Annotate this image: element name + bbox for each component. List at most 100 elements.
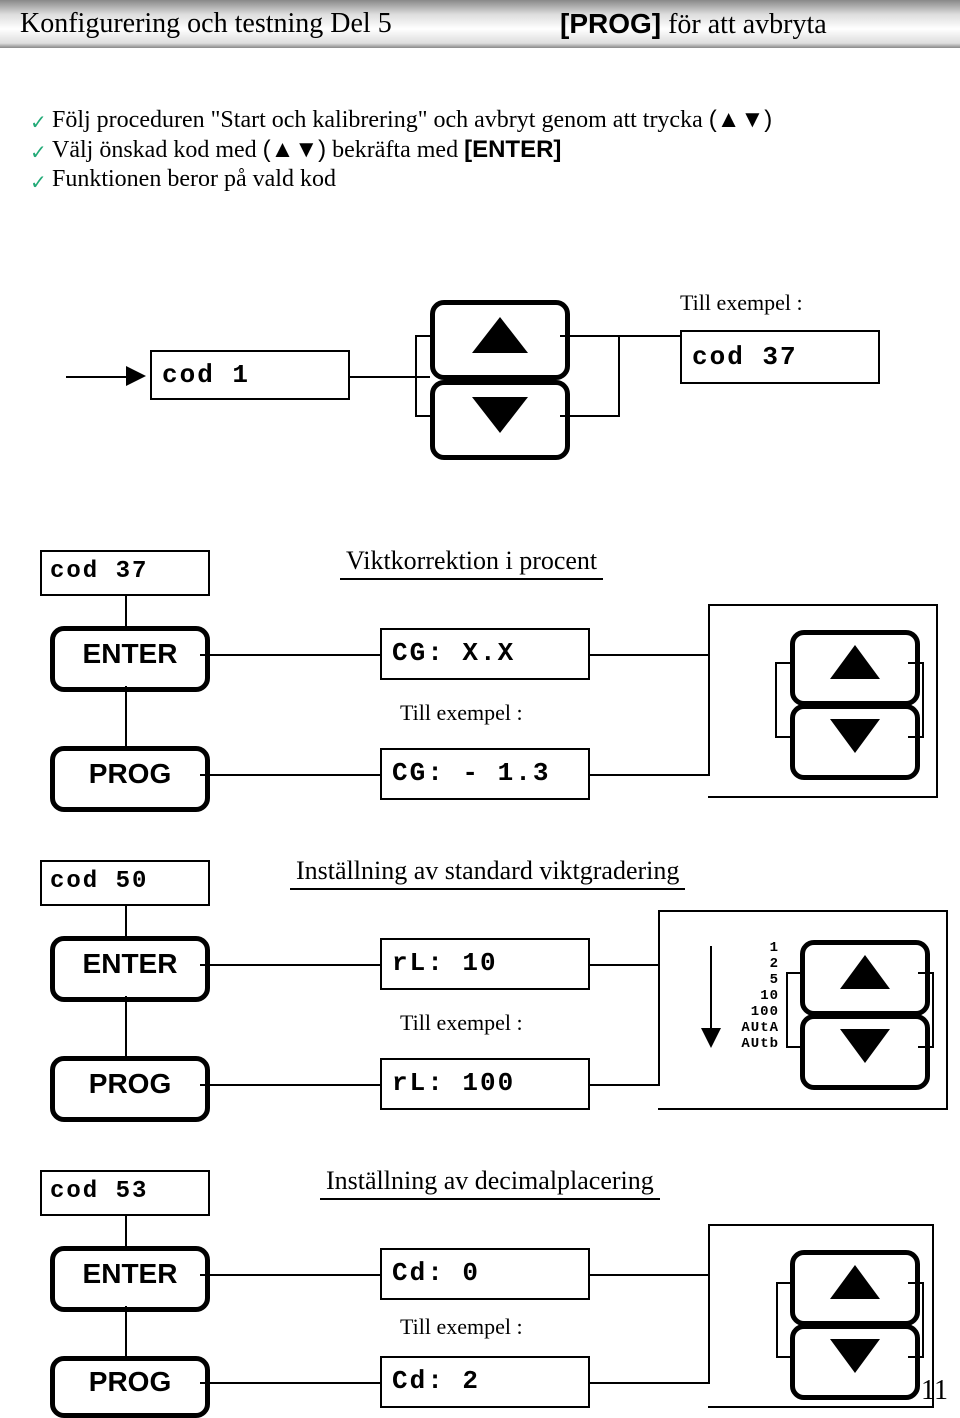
check-icon: ✓	[30, 110, 47, 135]
down-button[interactable]	[790, 1324, 920, 1400]
enter-button[interactable]: ENTER	[50, 626, 210, 692]
down-button[interactable]	[800, 1014, 930, 1090]
connector	[776, 1282, 778, 1358]
section-title-50: Inställning av standard viktgradering	[290, 856, 685, 890]
prog-button[interactable]: PROG	[50, 1356, 210, 1418]
connector	[708, 1224, 710, 1384]
connector	[125, 596, 127, 626]
connector	[918, 972, 934, 974]
display-value: CG: - 1.3	[380, 748, 590, 800]
connector	[658, 910, 660, 1086]
up-button[interactable]	[430, 300, 570, 380]
connector	[776, 1282, 792, 1284]
connector	[908, 1356, 924, 1358]
connector	[200, 1084, 380, 1086]
connector	[658, 1108, 948, 1110]
display-value: Cd: 0	[380, 1248, 590, 1300]
connector	[708, 1224, 934, 1226]
display-code-37: cod 37	[40, 550, 210, 596]
connector	[708, 604, 710, 776]
prog-key-label: [PROG]	[560, 8, 661, 39]
prog-button[interactable]: PROG	[50, 746, 210, 812]
connector	[200, 1382, 380, 1384]
up-button[interactable]	[790, 1250, 920, 1326]
connector	[708, 604, 938, 606]
connector	[125, 996, 127, 1056]
header-title-right: [PROG] för att avbryta	[560, 8, 827, 41]
connector	[776, 1356, 792, 1358]
connector	[936, 604, 938, 798]
up-down-icon: (▲▼)	[709, 106, 773, 133]
connector	[125, 686, 127, 746]
connector	[200, 654, 380, 656]
example-label: Till exempel :	[400, 1010, 523, 1036]
connector	[775, 736, 791, 738]
connector	[125, 1216, 127, 1246]
example-label: Till exempel :	[400, 700, 523, 726]
connector	[908, 1282, 924, 1284]
connector	[590, 1084, 660, 1086]
connector	[918, 1046, 934, 1048]
enter-button[interactable]: ENTER	[50, 1246, 210, 1312]
connector	[786, 1046, 802, 1048]
down-button[interactable]	[790, 704, 920, 780]
options-list: 1 2 5 10 100 AUtA AUtb	[715, 940, 779, 1052]
check-icon: ✓	[30, 140, 47, 165]
connector	[618, 335, 620, 417]
down-button[interactable]	[430, 380, 570, 460]
arrow-down-icon	[701, 1028, 721, 1050]
connector	[415, 415, 435, 417]
connector	[908, 662, 924, 664]
connector	[590, 774, 710, 776]
connector	[708, 1406, 934, 1408]
page-number: 11	[921, 1375, 948, 1407]
connector	[590, 654, 710, 656]
enter-key-label: [ENTER]	[464, 136, 561, 163]
display-code-right: cod 37	[680, 330, 880, 384]
connector	[922, 662, 924, 738]
up-down-icon: (▲▼)	[263, 136, 327, 163]
bullet-2: Välj önskad kod med (▲▼) bekräfta med [E…	[52, 136, 561, 164]
display-value: rL: 100	[380, 1058, 590, 1110]
display-value: CG: X.X	[380, 628, 590, 680]
up-button[interactable]	[790, 630, 920, 706]
enter-button[interactable]: ENTER	[50, 936, 210, 1002]
display-code-left: cod 1	[150, 350, 350, 400]
connector	[200, 1274, 380, 1276]
connector	[350, 376, 430, 378]
header-title-left: Konfigurering och testning Del 5	[20, 8, 392, 40]
header-right-text: för att avbryta	[661, 9, 827, 40]
display-value: Cd: 2	[380, 1356, 590, 1408]
connector	[786, 972, 802, 974]
up-button[interactable]	[800, 940, 930, 1016]
connector	[125, 906, 127, 936]
connector	[775, 662, 777, 738]
connector	[946, 910, 948, 1110]
connector	[560, 415, 620, 417]
connector	[775, 662, 791, 664]
display-code-50: cod 50	[40, 860, 210, 906]
display-code-53: cod 53	[40, 1170, 210, 1216]
section-title-37: Viktkorrektion i procent	[340, 546, 603, 580]
connector	[786, 972, 788, 1048]
arrow-right-icon	[126, 366, 150, 386]
check-icon: ✓	[30, 170, 47, 195]
connector	[415, 335, 417, 417]
connector	[922, 1282, 924, 1358]
connector	[200, 774, 380, 776]
connector	[658, 910, 948, 912]
connector	[590, 964, 660, 966]
connector	[710, 946, 712, 1036]
connector	[590, 1274, 710, 1276]
bullet-3: Funktionen beror på vald kod	[52, 166, 336, 193]
prog-button[interactable]: PROG	[50, 1056, 210, 1122]
bullet-1: Följ proceduren "Start och kalibrering" …	[52, 106, 772, 134]
connector	[932, 972, 934, 1048]
example-label: Till exempel :	[400, 1314, 523, 1340]
connector	[415, 335, 435, 337]
section-title-53: Inställning av decimalplacering	[320, 1166, 660, 1200]
connector	[125, 1306, 127, 1356]
connector	[560, 335, 680, 337]
connector	[200, 964, 380, 966]
display-value: rL: 10	[380, 938, 590, 990]
